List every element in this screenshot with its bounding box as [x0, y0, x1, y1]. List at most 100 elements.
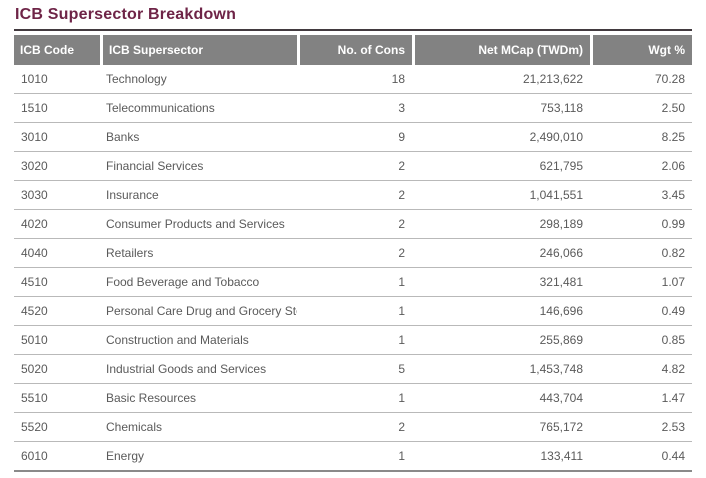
- table-row: 3030 Insurance 2 1,041,551 3.45: [14, 181, 692, 210]
- totals-no-of-cons: 50: [297, 472, 412, 478]
- column-header-icb-supersector: ICB Supersector: [100, 35, 297, 65]
- column-header-wgt-pct: Wgt %: [590, 35, 692, 65]
- cell-icb-code: 4520: [14, 297, 100, 326]
- cell-icb-code: 3010: [14, 123, 100, 152]
- cell-icb-supersector: Technology: [100, 65, 297, 94]
- cell-wgt-pct: 0.49: [590, 297, 692, 326]
- cell-icb-code: 5510: [14, 384, 100, 413]
- cell-icb-code: 4510: [14, 268, 100, 297]
- cell-net-mcap: 321,481: [412, 268, 590, 297]
- table-row: 1010 Technology 18 21,213,622 70.28: [14, 65, 692, 94]
- cell-icb-supersector: Food Beverage and Tobacco: [100, 268, 297, 297]
- cell-icb-code: 5010: [14, 326, 100, 355]
- totals-label: Totals: [14, 472, 100, 478]
- cell-wgt-pct: 4.82: [590, 355, 692, 384]
- cell-no-of-cons: 2: [297, 239, 412, 268]
- cell-wgt-pct: 0.44: [590, 442, 692, 472]
- cell-icb-code: 1510: [14, 94, 100, 123]
- cell-no-of-cons: 2: [297, 181, 412, 210]
- cell-net-mcap: 298,189: [412, 210, 590, 239]
- table-row: 1510 Telecommunications 3 753,118 2.50: [14, 94, 692, 123]
- cell-wgt-pct: 2.06: [590, 152, 692, 181]
- cell-net-mcap: 443,704: [412, 384, 590, 413]
- table-row: 4020 Consumer Products and Services 2 298,1…: [14, 210, 692, 239]
- column-header-net-mcap: Net MCap (TWDm): [412, 35, 590, 65]
- cell-wgt-pct: 2.50: [590, 94, 692, 123]
- cell-no-of-cons: 2: [297, 152, 412, 181]
- title-rule: [14, 29, 692, 31]
- table-header-row: ICB Code ICB Supersector No. of Cons Net…: [14, 35, 692, 65]
- totals-net-mcap: 30,184,431: [412, 472, 590, 478]
- table-row: 4510 Food Beverage and Tobacco 1 321,481 1.0…: [14, 268, 692, 297]
- cell-no-of-cons: 1: [297, 384, 412, 413]
- table-row: 3020 Financial Services 2 621,795 2.06: [14, 152, 692, 181]
- cell-icb-supersector: Energy: [100, 442, 297, 472]
- cell-icb-supersector: Consumer Products and Services: [100, 210, 297, 239]
- cell-no-of-cons: 18: [297, 65, 412, 94]
- cell-net-mcap: 255,869: [412, 326, 590, 355]
- cell-wgt-pct: 1.07: [590, 268, 692, 297]
- cell-icb-code: 3020: [14, 152, 100, 181]
- table-row: 5520 Chemicals 2 765,172 2.53: [14, 413, 692, 442]
- cell-no-of-cons: 1: [297, 268, 412, 297]
- cell-wgt-pct: 2.53: [590, 413, 692, 442]
- cell-icb-code: 4040: [14, 239, 100, 268]
- cell-icb-supersector: Telecommunications: [100, 94, 297, 123]
- cell-net-mcap: 21,213,622: [412, 65, 590, 94]
- table-row: 5010 Construction and Materials 1 255,869 0.…: [14, 326, 692, 355]
- cell-icb-supersector: Retailers: [100, 239, 297, 268]
- cell-icb-code: 3030: [14, 181, 100, 210]
- cell-icb-supersector: Basic Resources: [100, 384, 297, 413]
- cell-net-mcap: 1,041,551: [412, 181, 590, 210]
- icb-supersector-table: ICB Code ICB Supersector No. of Cons Net…: [14, 35, 692, 478]
- cell-icb-code: 1010: [14, 65, 100, 94]
- cell-net-mcap: 621,795: [412, 152, 590, 181]
- totals-row: Totals 50 30,184,431 100.00: [14, 472, 692, 478]
- cell-wgt-pct: 0.99: [590, 210, 692, 239]
- cell-wgt-pct: 70.28: [590, 65, 692, 94]
- cell-net-mcap: 133,411: [412, 442, 590, 472]
- cell-wgt-pct: 1.47: [590, 384, 692, 413]
- cell-wgt-pct: 0.85: [590, 326, 692, 355]
- cell-wgt-pct: 3.45: [590, 181, 692, 210]
- cell-no-of-cons: 9: [297, 123, 412, 152]
- cell-net-mcap: 146,696: [412, 297, 590, 326]
- totals-wgt-pct: 100.00: [590, 472, 692, 478]
- page-title: ICB Supersector Breakdown: [15, 6, 237, 23]
- cell-icb-code: 4020: [14, 210, 100, 239]
- cell-icb-supersector: Banks: [100, 123, 297, 152]
- cell-icb-code: 5020: [14, 355, 100, 384]
- cell-no-of-cons: 1: [297, 297, 412, 326]
- cell-net-mcap: 1,453,748: [412, 355, 590, 384]
- cell-net-mcap: 246,066: [412, 239, 590, 268]
- cell-icb-supersector: Industrial Goods and Services: [100, 355, 297, 384]
- totals-empty-cell: [100, 472, 297, 478]
- cell-no-of-cons: 5: [297, 355, 412, 384]
- table-row: 5510 Basic Resources 1 443,704 1.47: [14, 384, 692, 413]
- cell-icb-code: 6010: [14, 442, 100, 472]
- cell-no-of-cons: 2: [297, 413, 412, 442]
- cell-no-of-cons: 3: [297, 94, 412, 123]
- cell-wgt-pct: 8.25: [590, 123, 692, 152]
- table-row: 4040 Retailers 2 246,066 0.82: [14, 239, 692, 268]
- cell-net-mcap: 765,172: [412, 413, 590, 442]
- cell-no-of-cons: 1: [297, 442, 412, 472]
- column-header-no-of-cons: No. of Cons: [297, 35, 412, 65]
- table-row: 6010 Energy 1 133,411 0.44: [14, 442, 692, 472]
- column-header-icb-code: ICB Code: [14, 35, 100, 65]
- cell-icb-supersector: Construction and Materials: [100, 326, 297, 355]
- table-row: 3010 Banks 9 2,490,010 8.25: [14, 123, 692, 152]
- cell-icb-code: 5520: [14, 413, 100, 442]
- cell-wgt-pct: 0.82: [590, 239, 692, 268]
- cell-net-mcap: 2,490,010: [412, 123, 590, 152]
- cell-icb-supersector: Chemicals: [100, 413, 297, 442]
- cell-icb-supersector: Personal Care Drug and Grocery Stores: [100, 297, 297, 326]
- table-row: 5020 Industrial Goods and Services 5 1,453,…: [14, 355, 692, 384]
- cell-icb-supersector: Financial Services: [100, 152, 297, 181]
- cell-no-of-cons: 1: [297, 326, 412, 355]
- cell-icb-supersector: Insurance: [100, 181, 297, 210]
- cell-no-of-cons: 2: [297, 210, 412, 239]
- cell-net-mcap: 753,118: [412, 94, 590, 123]
